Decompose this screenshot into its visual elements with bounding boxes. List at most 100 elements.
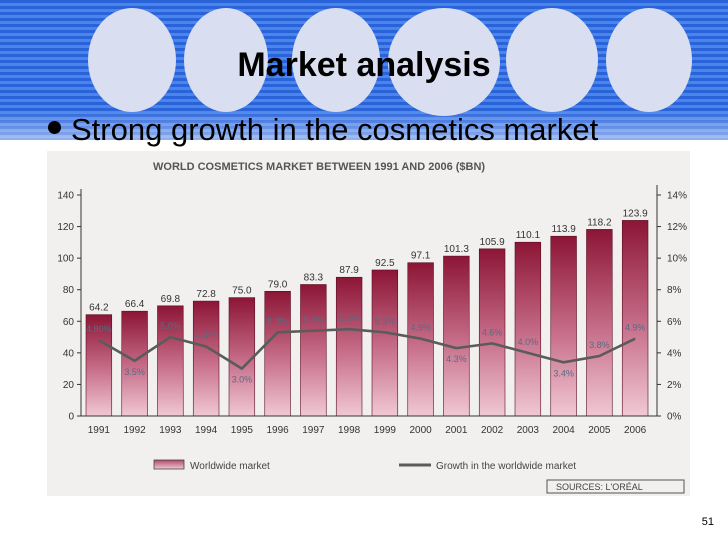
growth-value-label: 3.4% (553, 368, 574, 378)
growth-line (98, 327, 636, 370)
growth-value-label: 4.4% (196, 331, 217, 341)
bar-value-label: 113.9 (551, 224, 576, 235)
bar-1997 (300, 284, 327, 417)
x-tick-label: 1993 (159, 425, 182, 436)
x-tick-label: 2006 (624, 425, 647, 436)
legend-label-growth: Growth in the worldwide market (436, 461, 576, 472)
growth-value-label: 3.0% (232, 375, 253, 385)
y-right-tick-label: 2% (667, 380, 682, 391)
bar-2004 (550, 235, 577, 417)
bar-1995 (228, 297, 256, 417)
bullet-dot-icon (48, 121, 61, 135)
bar-2002 (478, 248, 506, 417)
growth-value-label: 4.6% (482, 327, 503, 337)
x-tick-label: 2005 (588, 425, 611, 436)
y-right-tick-label: 12% (667, 222, 687, 233)
y-left-tick-label: 20 (63, 380, 75, 391)
y-right-tick-label: 0% (667, 412, 682, 423)
legend-label-worldwide-market: Worldwide market (190, 461, 270, 472)
bar-value-label: 110.1 (516, 230, 541, 241)
bar-1999 (371, 269, 399, 417)
bar-value-label: 66.4 (125, 299, 145, 310)
growth-value-label: 3.8% (589, 340, 610, 350)
bar-value-label: 101.3 (444, 244, 469, 255)
x-tick-label: 2002 (481, 425, 504, 436)
y-right-tick-label: 4% (667, 348, 682, 359)
y-right-tick-label: 14% (667, 191, 687, 202)
bar-value-label: 92.5 (375, 258, 395, 269)
x-tick-label: 2001 (445, 425, 468, 436)
y-right-tick-label: 6% (667, 317, 682, 328)
x-tick-label: 1997 (302, 425, 325, 436)
growth-value-label: 4.80% (86, 324, 112, 334)
y-left-tick-label: 100 (57, 254, 74, 265)
bar-value-label: 69.8 (161, 294, 181, 305)
decor-circle-5 (506, 8, 598, 112)
chart-legend: Worldwide market Growth in the worldwide… (153, 459, 576, 472)
decor-circle-1 (88, 8, 176, 112)
slide-title: Market analysis (237, 46, 491, 84)
bar-value-label: 72.8 (196, 289, 216, 300)
x-tick-label: 1992 (124, 425, 147, 436)
legend-swatch-worldwide-market (153, 459, 185, 470)
decor-circle-4 (388, 8, 500, 116)
growth-value-label: 4.9% (625, 323, 646, 333)
y-left-tick-label: 80 (63, 285, 75, 296)
bars-group: 64.2 66.4 69.8 72.8 75.0 79.0 83.3 87.9 92.5 97.1… (85, 208, 649, 417)
x-tick-label: 2000 (410, 425, 433, 436)
growth-value-label: 5.5% (339, 313, 360, 323)
growth-value-label: 4.9% (410, 323, 431, 333)
growth-value-label: 5.3% (267, 316, 288, 326)
decor-circle-6 (606, 8, 692, 112)
bar-1994 (192, 300, 220, 417)
x-tick-label: 1998 (338, 425, 361, 436)
bar-1996 (264, 290, 291, 417)
bar-2000 (407, 262, 434, 417)
bar-value-label: 79.0 (268, 279, 288, 290)
bar-1998 (335, 276, 363, 417)
growth-value-label: 4.3% (446, 354, 467, 364)
page-number: 51 (701, 516, 714, 528)
bullet-text: Strong growth in the cosmetics market (71, 112, 599, 147)
growth-value-label: 5.4% (303, 315, 324, 325)
x-tick-label: 1999 (374, 425, 397, 436)
chart-container: WORLD COSMETICS MARKET BETWEEN 1991 AND … (47, 151, 690, 496)
bar-value-label: 105.9 (480, 237, 505, 248)
growth-line-group: 4.80% 3.5% 5.0% 4.4% 3.0% 5.3% 5.4% 5.5% 5.3% 4.9… (86, 313, 645, 384)
bar-2006 (621, 220, 649, 417)
y-left-tick-label: 120 (57, 222, 74, 233)
bar-1993 (157, 305, 184, 417)
x-tick-label: 2004 (553, 425, 576, 436)
bar-value-label: 87.9 (339, 265, 359, 276)
bar-2005 (586, 229, 613, 417)
x-tick-label: 1995 (231, 425, 254, 436)
growth-value-label: 5.3% (375, 316, 396, 326)
chart-title: WORLD COSMETICS MARKET BETWEEN 1991 AND … (153, 161, 485, 173)
y-left-tick-label: 40 (63, 348, 75, 359)
axes-group: 0 20 40 60 80 100 120 140 0% 2% 4% 6% 8% 10% 12% 14% 199… (57, 185, 687, 436)
x-tick-label: 1996 (267, 425, 290, 436)
bullet-item: Strong growth in the cosmetics market (48, 112, 598, 148)
bar-value-label: 118.2 (587, 217, 612, 228)
y-left-tick-label: 140 (57, 191, 74, 202)
bar-value-label: 64.2 (89, 303, 109, 314)
growth-value-label: 5.0% (160, 321, 181, 331)
bar-1991 (85, 314, 113, 417)
growth-value-label: 3.5% (124, 367, 145, 377)
cosmetics-market-chart: WORLD COSMETICS MARKET BETWEEN 1991 AND … (57, 161, 687, 494)
growth-value-label: 4.0% (518, 337, 539, 347)
bar-value-label: 97.1 (411, 251, 431, 262)
y-left-tick-label: 60 (63, 317, 75, 328)
y-left-tick-label: 0 (68, 412, 74, 423)
x-tick-label: 2003 (517, 425, 540, 436)
source-label: SOURCES: L'ORÉAL (556, 482, 643, 492)
bar-1992 (121, 310, 148, 417)
x-tick-label: 1994 (195, 425, 218, 436)
bar-2003 (514, 241, 542, 417)
y-right-tick-label: 8% (667, 285, 682, 296)
decor-circle-3 (292, 8, 380, 112)
bar-value-label: 83.3 (304, 273, 324, 284)
decor-circle-2 (184, 8, 268, 112)
y-right-tick-label: 10% (667, 254, 687, 265)
